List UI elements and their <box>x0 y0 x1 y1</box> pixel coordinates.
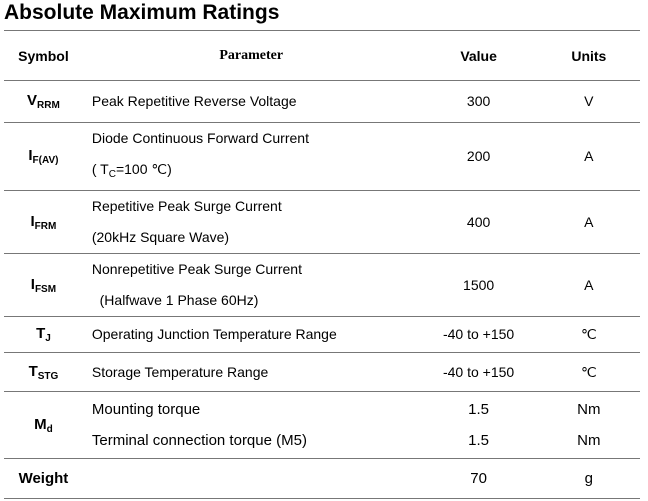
symbol: V <box>27 92 38 109</box>
header-cell: Value <box>419 30 538 81</box>
parameter-subscript: C <box>108 169 116 180</box>
parameter-text: ( T <box>91 161 109 177</box>
symbol-subscript: FSM <box>34 283 57 295</box>
parameter-line: Diode Continuous Forward Current <box>91 130 309 146</box>
units-cell: g <box>537 458 640 499</box>
value: 70 <box>470 470 487 487</box>
parameter-cell: Peak Repetitive Reverse Voltage <box>82 80 420 123</box>
parameter-line: Repetitive Peak Surge Current <box>91 198 282 214</box>
symbol-cell: VRRM <box>4 80 83 123</box>
value: 400 <box>466 213 491 230</box>
parameter-line: Peak Repetitive Reverse Voltage <box>91 93 297 109</box>
table-row: Md Mounting torque Terminal connection tor… <box>4 391 640 459</box>
parameter-cell <box>82 458 420 499</box>
units-cell: V <box>537 80 640 123</box>
header-cell: Parameter <box>82 30 420 81</box>
parameter-line: Storage Temperature Range <box>91 363 269 380</box>
title: Absolute Maximum Ratings <box>4 1 280 24</box>
parameter-cell: Repetitive Peak Surge Current (20kHz Squa… <box>82 190 420 254</box>
value: 1.5 <box>468 432 490 449</box>
parameter-cell: Operating Junction Temperature Range <box>82 316 420 353</box>
parameter-cell: Nonrepetitive Peak Surge Current (Halfwa… <box>82 253 420 317</box>
units-cell: A <box>537 253 640 317</box>
unit: V <box>584 93 594 109</box>
symbol-cell: Weight <box>4 458 83 499</box>
parameter-line: Terminal connection torque (M5) <box>91 432 307 449</box>
table-row: TSTG Storage Temperature Range -40 to +150… <box>4 352 640 392</box>
table-body: VRRM Peak Repetitive Reverse Voltage 300 V I… <box>4 80 640 499</box>
symbol: Weight <box>18 470 69 487</box>
unit: Nm <box>577 432 601 449</box>
value-cell: 300 <box>419 80 538 123</box>
header-cell: Units <box>537 30 640 81</box>
parameter-text: =100 ℃) <box>115 161 172 177</box>
symbol: I <box>28 147 33 164</box>
symbol: M <box>34 415 47 433</box>
parameter-line: ( TC=100 ℃) <box>92 154 420 190</box>
unit: g <box>584 470 593 487</box>
value-cell: 400 <box>419 190 538 254</box>
ratings-table: Symbol Parameter Value Units VRRM Peak Re… <box>4 30 640 499</box>
symbol: T <box>28 362 38 380</box>
units-cell: A <box>537 190 640 254</box>
parameter-cell: Mounting torque Terminal connection torqu… <box>82 391 420 459</box>
symbol-subscript: d <box>46 423 53 435</box>
parameter-line: Nonrepetitive Peak Surge Current <box>91 261 302 277</box>
table-row: IFRM Repetitive Peak Surge Current (20kHz … <box>4 190 640 254</box>
value: 1500 <box>463 276 495 293</box>
table-row: Weight 70 g <box>4 458 640 499</box>
value-cell: -40 to +150 <box>419 352 538 392</box>
unit: Nm <box>577 401 601 418</box>
value-cell: 200 <box>419 122 538 191</box>
symbol-subscript: J <box>45 333 51 344</box>
unit: A <box>584 148 594 164</box>
table-row: TJ Operating Junction Temperature Range -4… <box>4 316 640 353</box>
symbol: I <box>30 212 35 230</box>
symbol-subscript: F(AV) <box>32 155 59 166</box>
unit: A <box>584 213 594 230</box>
value: -40 to +150 <box>442 363 515 380</box>
symbol-cell: IFSM <box>4 253 83 317</box>
value-cell: 70 <box>419 458 538 499</box>
value: 300 <box>466 93 491 109</box>
value-cell: 1500 <box>419 253 538 317</box>
value: -40 to +150 <box>442 326 515 342</box>
symbol: I <box>30 275 35 293</box>
symbol-cell: TJ <box>4 316 83 353</box>
parameter-cell: Diode Continuous Forward Current ( TC=100… <box>82 122 420 191</box>
parameter-line: (20kHz Square Wave) <box>91 229 230 245</box>
symbol-subscript: STG <box>37 370 59 382</box>
parameter-cell: Storage Temperature Range <box>82 352 420 392</box>
unit: A <box>584 276 594 293</box>
value-cell: -40 to +150 <box>419 316 538 353</box>
table-row: VRRM Peak Repetitive Reverse Voltage 300 V <box>4 80 640 123</box>
symbol-cell: Md <box>4 391 83 459</box>
parameter-line: (Halfwave 1 Phase 60Hz) <box>91 292 259 308</box>
unit: ℃ <box>580 363 597 380</box>
parameter-line: Mounting torque <box>91 401 201 418</box>
header-row: Symbol Parameter Value Units <box>4 30 640 81</box>
value: 200 <box>466 148 491 164</box>
units-cell: ℃ <box>537 316 640 353</box>
value-cell: 1.5 1.5 <box>419 391 538 459</box>
value: 1.5 <box>468 401 490 418</box>
units-cell: Nm Nm <box>537 391 640 459</box>
symbol-cell: IF(AV) <box>4 122 83 191</box>
symbol-subscript: RRM <box>37 100 60 111</box>
table-row: IFSM Nonrepetitive Peak Surge Current (Ha… <box>4 253 640 317</box>
unit: ℃ <box>580 326 597 342</box>
table-row: IF(AV) Diode Continuous Forward Current ( … <box>4 122 640 191</box>
header-cell: Symbol <box>4 30 83 81</box>
units-cell: ℃ <box>537 352 640 392</box>
parameter-line: Operating Junction Temperature Range <box>91 326 337 342</box>
symbol-cell: IFRM <box>4 190 83 254</box>
symbol: T <box>36 325 46 342</box>
units-cell: A <box>537 122 640 191</box>
symbol-cell: TSTG <box>4 352 83 392</box>
symbol-subscript: FRM <box>34 220 57 232</box>
